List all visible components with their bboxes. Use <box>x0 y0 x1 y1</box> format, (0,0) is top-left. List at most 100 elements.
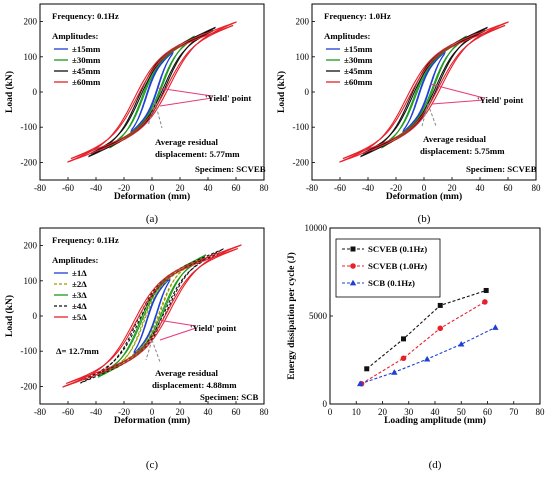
y-tick-label: 200 <box>24 241 38 251</box>
x-tick-label: 40 <box>431 407 441 417</box>
loop-4 <box>342 24 506 160</box>
y-ticks: -200 -100 0 100 200 <box>21 241 43 391</box>
legend-label: ±5Δ <box>72 312 87 322</box>
legend-marker <box>350 263 356 269</box>
x-tick-label: 40 <box>204 183 214 193</box>
x-tick-label: -60 <box>62 407 74 417</box>
residual-arrow-2 <box>154 101 163 129</box>
x-tick-label: -80 <box>34 407 46 417</box>
residual-label-1: Average residual <box>423 134 487 144</box>
yield-arrow-1 <box>157 319 197 327</box>
frequency-label: Frequency: 0.1Hz <box>52 235 119 245</box>
legend: ±15mm±30mm±45mm±60mm <box>326 44 373 87</box>
delta-note: Δ= 12.7mm <box>56 346 99 356</box>
y-ticks: 0 5000 10000 <box>305 223 333 409</box>
loop-2 <box>109 35 195 149</box>
x-tick-label: -20 <box>118 407 130 417</box>
loop-5 <box>62 244 242 388</box>
x-tick-label: -60 <box>334 183 346 193</box>
x-tick-label: -60 <box>62 183 74 193</box>
x-tick-label: 60 <box>232 183 242 193</box>
hysteresis-loops <box>62 244 242 388</box>
energy-series <box>356 287 499 387</box>
x-tick-label: 80 <box>536 407 546 417</box>
loop-3 <box>98 254 206 378</box>
loop-4 <box>80 248 224 384</box>
y-axis-label: Load (kN) <box>4 295 15 337</box>
yield-arrow-2 <box>159 327 197 341</box>
panel-label: (b) <box>418 213 431 225</box>
frequency-label: Frequency: 0.1Hz <box>52 11 119 21</box>
loop-1 <box>130 49 174 135</box>
x-axis-label: Loading amplitude (mm) <box>384 415 486 426</box>
x-tick-label: -40 <box>90 407 102 417</box>
residual-arrow-2 <box>151 339 161 363</box>
y-tick-label: -200 <box>21 381 38 391</box>
x-tick-label: 0 <box>150 407 155 417</box>
x-tick-label: 70 <box>509 407 519 417</box>
frequency-label: Frequency: 1.0Hz <box>324 11 391 21</box>
legend-title: Amplitudes: <box>52 255 99 265</box>
y-tick-label: -100 <box>21 122 38 132</box>
loop-2 <box>117 265 187 367</box>
x-tick-label: -40 <box>362 183 374 193</box>
residual-label-2: displacement: 5.75mm <box>420 146 505 156</box>
y-tick-label: 0 <box>33 87 38 97</box>
y-tick-label: -100 <box>21 346 38 356</box>
legend-label: ±60mm <box>344 77 373 87</box>
loop-1 <box>402 49 446 135</box>
legend-marker <box>349 279 357 286</box>
loop-1 <box>134 277 170 355</box>
y-axis-label: Load (kN) <box>4 71 15 113</box>
y-axis-label: Energy dissipation per cycle (J) <box>286 252 297 380</box>
x-tick-label: -80 <box>306 183 318 193</box>
x-tick-label: 80 <box>532 183 542 193</box>
legend-title: Amplitudes: <box>324 31 371 41</box>
legend-title: Amplitudes: <box>52 31 99 41</box>
legend-label: ±30mm <box>344 55 373 65</box>
specimen-label: Specimen: SCVEB <box>195 164 266 174</box>
y-tick-label: -200 <box>293 157 310 167</box>
loop-4 <box>83 251 221 381</box>
specimen-label: Specimen: SCVEB <box>466 164 537 174</box>
residual-label-2: displacement: 4.88mm <box>152 380 237 390</box>
loop-4 <box>70 24 234 160</box>
loop-4 <box>339 21 509 163</box>
x-axis-label: Deformation (mm) <box>114 191 190 202</box>
data-point <box>401 336 406 342</box>
y-tick-label: 100 <box>296 52 310 62</box>
y-tick-label: 0 <box>305 87 310 97</box>
x-tick-label: 10 <box>352 407 362 417</box>
x-tick-label: 20 <box>176 183 186 193</box>
residual-arrow-1 <box>147 101 156 127</box>
y-tick-label: 200 <box>296 17 310 27</box>
data-point <box>423 355 431 362</box>
x-tick-label: 50 <box>457 407 467 417</box>
series-line <box>361 301 486 385</box>
x-tick-label: -80 <box>34 183 46 193</box>
loop-2 <box>115 262 189 370</box>
panel-label: (c) <box>146 459 159 471</box>
hysteresis-loops <box>339 21 509 163</box>
x-tick-label: 0 <box>150 183 155 193</box>
legend-label: ±1Δ <box>72 268 87 278</box>
panel-d: 0 10 20 30 40 50 60 70 80 0 5000 10000 SCVEB (0.1H… <box>286 223 545 471</box>
loop-4 <box>67 21 237 163</box>
data-point <box>437 325 444 332</box>
series-line <box>366 289 487 370</box>
panel-label: (d) <box>429 459 442 471</box>
x-tick-label: 80 <box>260 407 270 417</box>
y-tick-label: 10000 <box>305 223 328 233</box>
data-point <box>492 324 499 330</box>
x-ticks: 0 10 20 30 40 50 60 70 80 <box>328 401 545 417</box>
residual-label-1: Average residual <box>155 137 219 147</box>
yield-label: 'Yield' point <box>190 323 236 333</box>
panel-label: (a) <box>146 213 159 225</box>
x-axis-label: Deformation (mm) <box>114 415 190 426</box>
x-ticks: -80 -60 -40 -20 0 20 40 60 80 <box>306 177 541 193</box>
loop-1 <box>403 51 445 133</box>
loop-2 <box>381 35 467 149</box>
